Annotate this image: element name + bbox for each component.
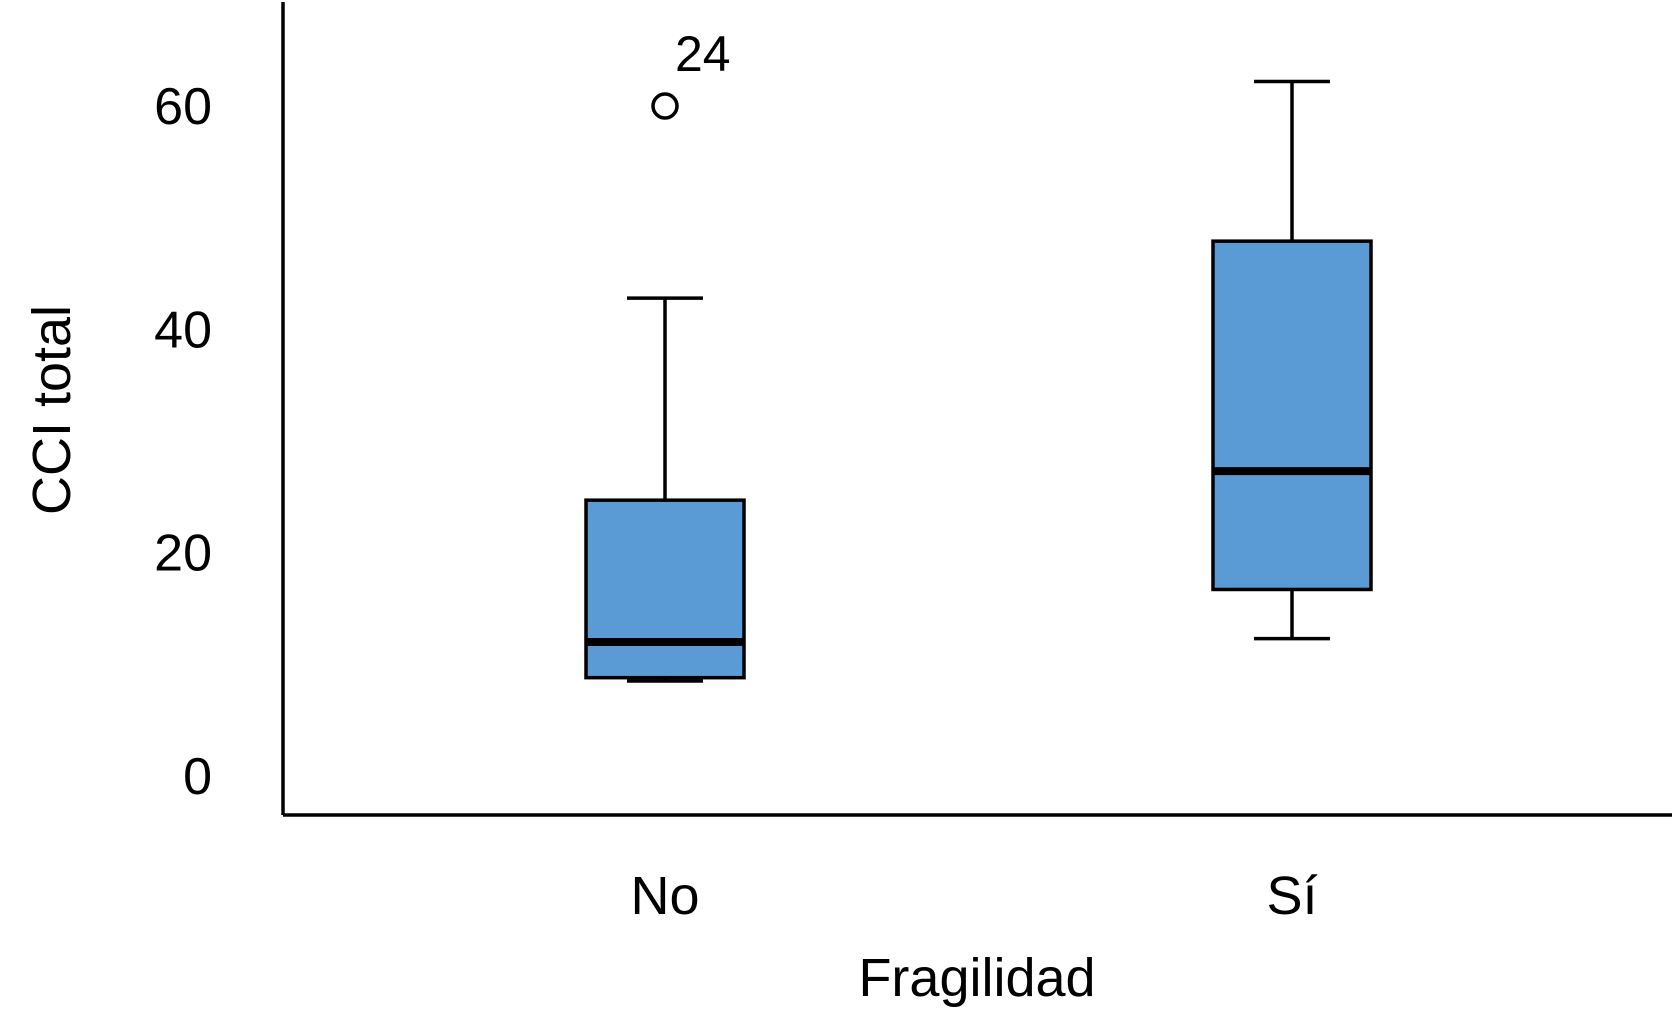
- y-tick-label: 60: [154, 78, 212, 136]
- iqr-box: [584, 498, 746, 680]
- box-group-2: [1211, 79, 1373, 641]
- y-tick-label: 20: [154, 525, 212, 583]
- y-axis-title: CCI total: [22, 305, 82, 515]
- x-axis-title: Fragilidad: [858, 948, 1095, 1008]
- y-tick-label: 40: [154, 301, 212, 359]
- box-group-1: [584, 92, 746, 683]
- x-tick-label: Sí: [1266, 866, 1317, 926]
- chart-labels: 0 20 40 60 No Sí Fragilidad CCI total 24: [22, 26, 1318, 1008]
- axes: [281, 2, 1672, 817]
- x-tick-label: No: [630, 866, 699, 926]
- iqr-box: [1211, 239, 1373, 592]
- chart-marks: [584, 79, 1373, 683]
- y-tick-label: 0: [183, 748, 212, 806]
- outlier-label: 24: [675, 26, 731, 82]
- outlier-point: [651, 92, 679, 120]
